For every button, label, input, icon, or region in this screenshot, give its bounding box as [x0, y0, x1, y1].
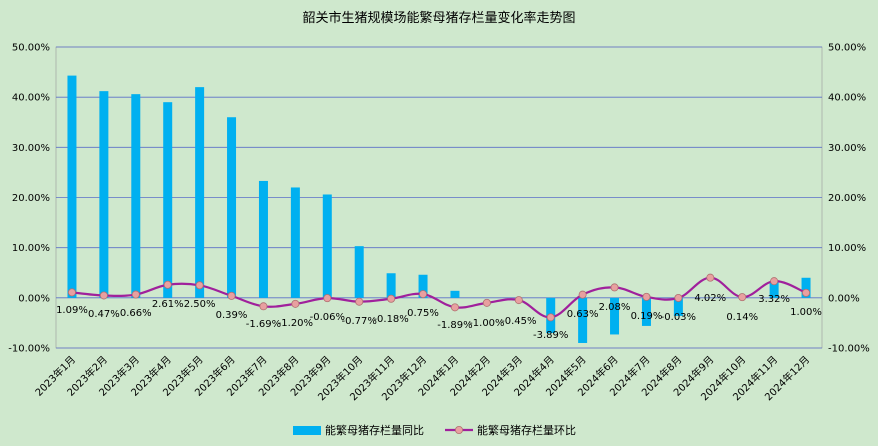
line-point	[291, 299, 300, 308]
bar	[641, 297, 651, 326]
line-point	[674, 293, 683, 302]
line-point	[514, 296, 523, 305]
line-point	[163, 280, 172, 289]
y-right-tick-label: 20.00%	[828, 193, 866, 204]
bar	[258, 180, 268, 298]
y-right-tick-label: -10.00%	[828, 344, 870, 355]
line-point	[99, 291, 108, 300]
data-label: -0.77%	[342, 316, 377, 327]
y-right-tick-label: 10.00%	[828, 243, 866, 254]
line-point	[131, 290, 140, 299]
data-label: -1.20%	[278, 318, 313, 329]
data-label: -1.00%	[469, 318, 504, 329]
bar	[610, 297, 620, 335]
y-right-tick-label: 50.00%	[828, 43, 866, 54]
bar	[163, 102, 173, 298]
line-point	[610, 283, 619, 292]
bar	[673, 297, 683, 316]
y-left-tick-label: 0.00%	[18, 293, 50, 304]
data-label: -0.18%	[373, 314, 408, 325]
data-label: 1.00%	[790, 307, 822, 318]
line-point	[802, 288, 811, 297]
data-label: -0.45%	[501, 316, 536, 327]
line-point	[387, 294, 396, 303]
data-label: -0.03%	[661, 312, 696, 323]
bar	[801, 277, 811, 298]
bar	[418, 274, 428, 298]
y-right-tick-label: 40.00%	[828, 93, 866, 104]
legend-line-label: 能繁母猪存栏量环比	[477, 423, 576, 437]
line-point	[578, 290, 587, 299]
data-label: 0.19%	[631, 311, 663, 322]
data-label: -1.69%	[246, 319, 281, 330]
data-label: 0.47%	[88, 309, 120, 320]
y-left-tick-label: 40.00%	[12, 93, 50, 104]
data-label: 4.02%	[694, 293, 726, 304]
line-point	[195, 281, 204, 290]
data-label: 3.32%	[758, 294, 790, 305]
bar	[290, 187, 300, 298]
legend-line-marker	[454, 425, 463, 434]
data-label: 0.66%	[120, 308, 152, 319]
data-label: 2.61%	[152, 299, 184, 310]
line-point	[642, 292, 651, 301]
line-point	[482, 298, 491, 307]
line-point	[67, 288, 76, 297]
line-point	[227, 291, 236, 300]
line-point	[770, 277, 779, 286]
legend: 能繁母猪存栏量同比 能繁母猪存栏量环比	[293, 423, 576, 437]
bar	[195, 87, 205, 298]
legend-bar-label: 能繁母猪存栏量同比	[325, 423, 424, 437]
line-point	[323, 294, 332, 303]
y-left-tick-label: -10.00%	[8, 344, 50, 355]
line-point	[355, 297, 364, 306]
line-point	[738, 293, 747, 302]
line-point	[259, 302, 268, 311]
y-right-tick-label: 30.00%	[828, 143, 866, 154]
data-label: 0.39%	[216, 310, 248, 321]
y-left-tick-label: 30.00%	[12, 143, 50, 154]
legend-bar-swatch	[293, 426, 321, 435]
bar	[131, 94, 141, 298]
bar	[227, 117, 237, 298]
data-label: 0.63%	[567, 309, 599, 320]
data-label: -1.89%	[437, 320, 472, 331]
bar	[322, 194, 332, 298]
chart-title: 韶关市生猪规模场能繁母猪存栏量变化率走势图	[302, 10, 575, 26]
line-point	[450, 303, 459, 312]
line-point	[546, 313, 555, 322]
bar	[354, 246, 364, 298]
bar	[578, 297, 588, 343]
data-label: 1.09%	[56, 305, 88, 316]
data-label: 0.75%	[407, 308, 439, 319]
bar	[450, 290, 460, 298]
data-label: 2.50%	[184, 299, 216, 310]
bar	[99, 91, 109, 298]
y-left-tick-label: 20.00%	[12, 193, 50, 204]
data-label: 0.14%	[726, 312, 758, 323]
bar	[769, 281, 779, 298]
data-label: -0.06%	[310, 312, 345, 323]
y-left-tick-label: 50.00%	[12, 43, 50, 54]
line-point	[706, 273, 715, 282]
y-left-tick-label: 10.00%	[12, 243, 50, 254]
bar	[67, 75, 77, 298]
y-right-tick-label: 0.00%	[828, 293, 860, 304]
bar	[386, 273, 396, 298]
line-point	[419, 290, 428, 299]
data-label: -3.89%	[533, 330, 568, 341]
data-label: 2.08%	[599, 302, 631, 313]
